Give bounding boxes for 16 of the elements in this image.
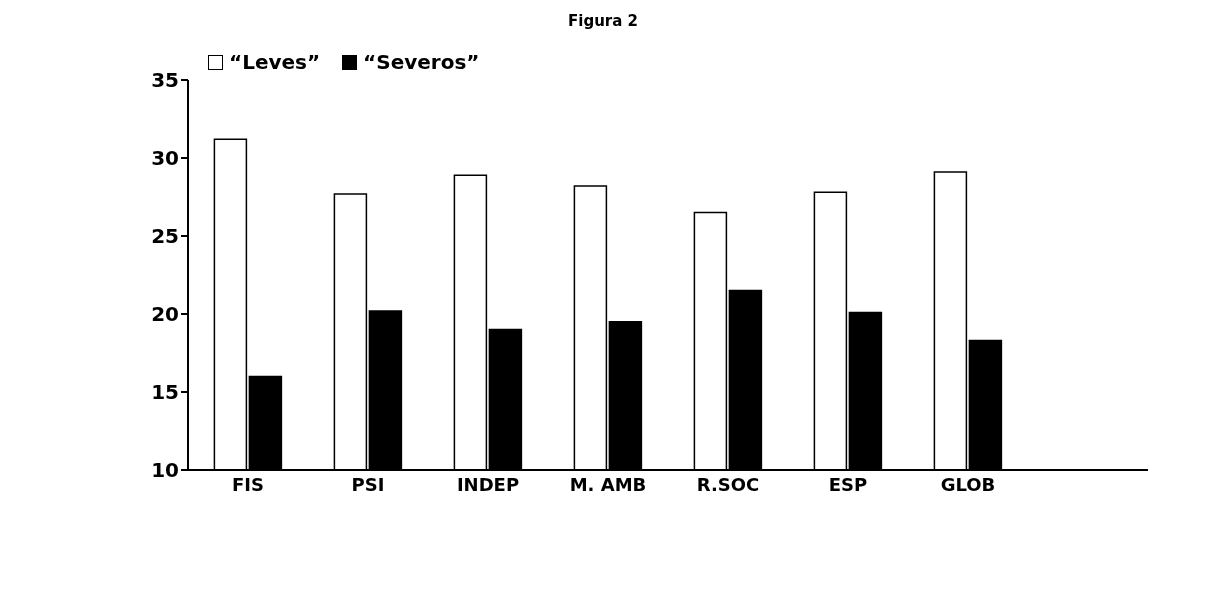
x-tick-label: FIS — [232, 473, 264, 495]
x-tick-label: PSI — [351, 473, 385, 495]
x-tick-label: R.SOC — [696, 473, 760, 495]
x-tick-label: ESP — [828, 473, 868, 495]
x-tick-label: M. AMB — [569, 473, 647, 495]
legend-label: “Leves” — [228, 50, 321, 74]
y-tick-label: 25 — [151, 224, 179, 249]
y-tick-label: 30 — [151, 146, 179, 171]
y-tick-label: 20 — [151, 302, 179, 327]
x-tick-label: INDEP — [456, 473, 520, 495]
chart-title: Figura 2 — [567, 11, 639, 32]
y-tick-label: 35 — [151, 68, 179, 93]
y-tick-label: 15 — [151, 380, 179, 405]
y-tick-label: 10 — [151, 458, 179, 483]
x-tick-label: GLOB — [940, 473, 996, 495]
legend-label: “Severos” — [362, 50, 480, 74]
